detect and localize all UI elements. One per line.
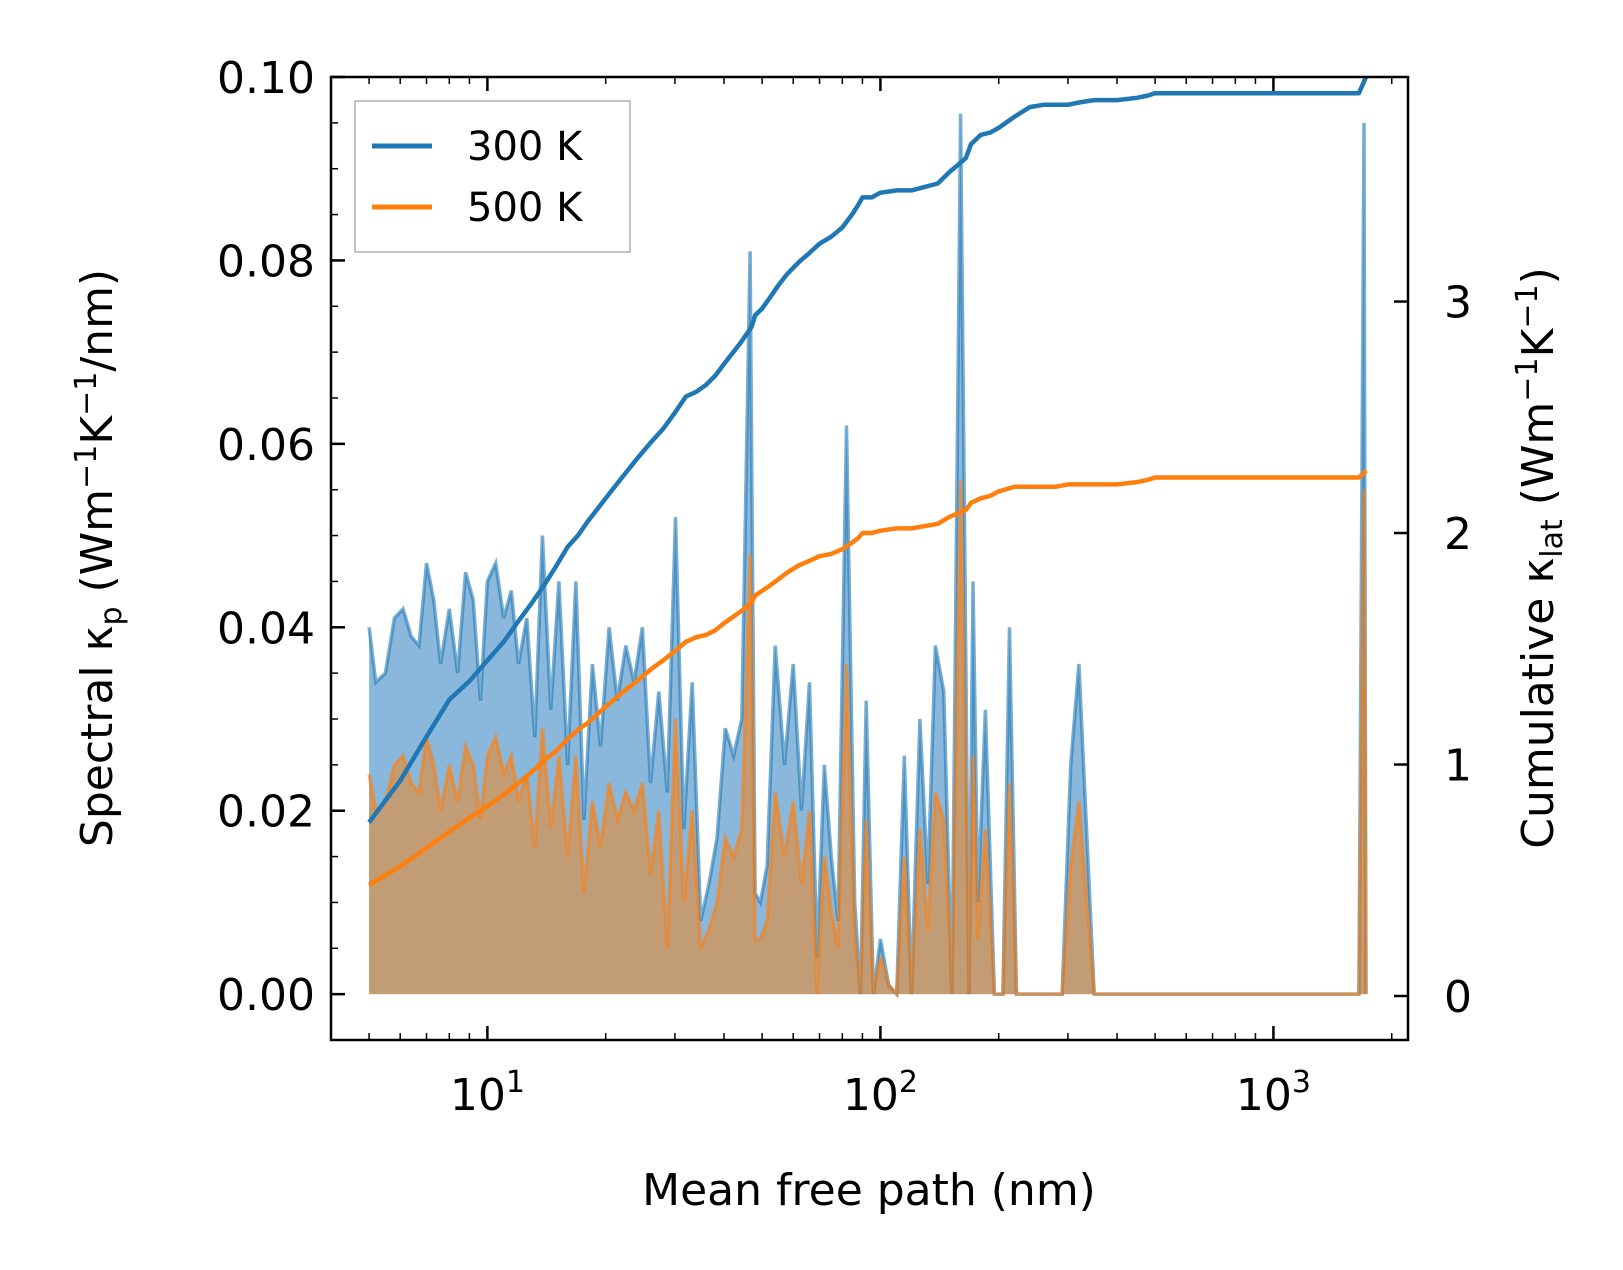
left-y-label-sub: p	[94, 606, 129, 625]
right-y-label-sup1: −1	[1510, 357, 1545, 401]
right-y-tick-label: 2	[1444, 509, 1472, 560]
x-tick-label: 103	[1236, 1065, 1311, 1121]
right-y-axis-label: Cumulative κlat (Wm−1K−1)	[1510, 267, 1570, 849]
x-tick-label: 101	[450, 1065, 525, 1121]
spectral-line-500k	[367, 480, 1368, 999]
left-y-label-sup1: −1	[69, 445, 104, 489]
right-y-label-close: )	[1513, 267, 1564, 284]
legend: 300 K 500 K	[354, 100, 631, 253]
left-y-tick-label: 0.10	[217, 53, 315, 104]
right-y-label-mid: K	[1513, 327, 1564, 357]
left-y-axis-label: Spectral κp (Wm−1K−1/nm)	[69, 269, 129, 847]
cumulative-line-500k	[367, 469, 1368, 887]
x-axis: 101 102 103	[330, 77, 1393, 1121]
x-axis-label: Mean free path (nm)	[642, 1165, 1096, 1216]
cumulative-lines	[367, 76, 1369, 887]
right-y-label-prefix: Cumulative κ	[1513, 558, 1564, 849]
spectral-fills	[369, 113, 1367, 995]
cumulative-line-300k	[367, 76, 1369, 824]
x-tick-label: 102	[843, 1065, 918, 1121]
spectral-fill-500k	[369, 480, 1367, 995]
right-y-tick-label: 3	[1444, 278, 1472, 329]
left-y-label-unit: (Wm	[72, 489, 123, 607]
left-y-tick-label: 0.08	[217, 236, 315, 287]
plot-frame	[329, 75, 1410, 1042]
legend-frame	[354, 100, 631, 253]
right-y-label-sup2: −1	[1510, 284, 1545, 328]
spectral-fill-300k	[369, 113, 1367, 995]
left-y-label-mid: K	[72, 415, 123, 445]
right-y-tick-label: 0	[1444, 972, 1472, 1023]
right-y-label-unit: (Wm	[1513, 402, 1564, 520]
right-y-label-sub: lat	[1535, 519, 1570, 558]
left-y-label-sup2: −1	[69, 372, 104, 416]
left-y-tick-label: 0.06	[217, 420, 315, 471]
left-y-tick-label: 0.00	[217, 970, 315, 1021]
spectral-lines	[367, 113, 1368, 999]
legend-label-500k: 500 K	[467, 185, 584, 231]
legend-label-300k: 300 K	[467, 124, 584, 170]
right-y-axis: 0 1 2 3	[1394, 278, 1472, 1023]
left-y-label-close: /nm)	[72, 269, 123, 372]
left-y-tick-label: 0.02	[217, 787, 315, 838]
left-y-axis: 0.00 0.02 0.04 0.06 0.08 0.10	[217, 53, 345, 1041]
left-y-tick-label: 0.04	[217, 603, 315, 654]
left-y-label-prefix: Spectral κ	[72, 626, 123, 848]
right-y-tick-label: 1	[1444, 741, 1472, 792]
